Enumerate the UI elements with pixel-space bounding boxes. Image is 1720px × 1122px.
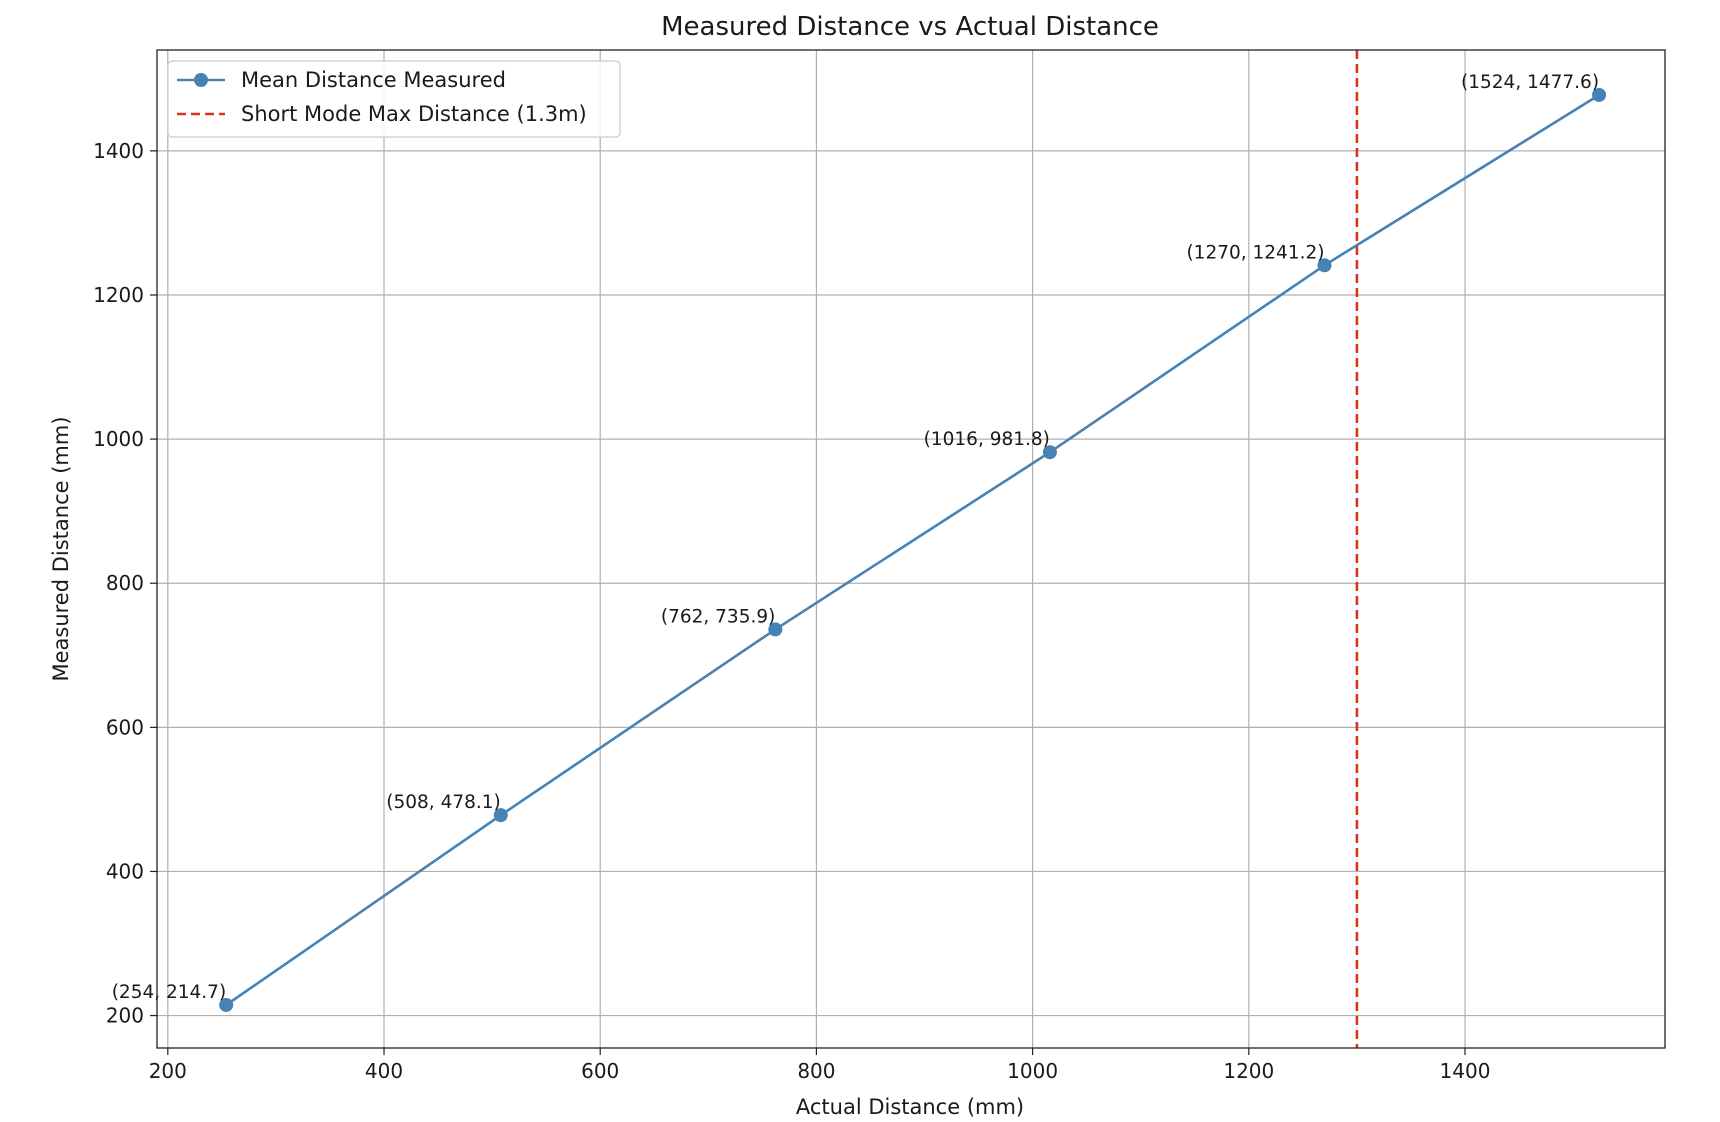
- y-tick-label: 1200: [93, 283, 144, 307]
- y-tick-label: 400: [106, 859, 144, 883]
- series-line: [225, 93, 1600, 1007]
- legend-reference-label: Short Mode Max Distance (1.3m): [241, 102, 587, 126]
- x-tick-label: 200: [149, 1059, 187, 1083]
- x-tick-label: 1200: [1223, 1059, 1274, 1083]
- y-tick-label: 800: [106, 571, 144, 595]
- x-tick-label: 400: [365, 1059, 403, 1083]
- series-layer: (254, 214.7) (508, 478.1) (762, 735.9) (101…: [112, 72, 1607, 1012]
- legend-series-marker: [194, 73, 208, 87]
- data-point: [1042, 445, 1057, 460]
- data-point: [1317, 258, 1332, 273]
- data-point: [1592, 87, 1607, 102]
- ticks: 200 400 600 800 1000 1200 1400 200 400 600 800 1000…: [93, 139, 1490, 1083]
- x-tick-label: 1400: [1440, 1059, 1491, 1083]
- data-point-label: (1270, 1241.2): [1186, 242, 1324, 263]
- legend-box: [167, 60, 621, 138]
- data-point-label: (762, 735.9): [661, 606, 775, 627]
- grid: [157, 50, 1665, 1048]
- y-tick-label: 1000: [93, 427, 144, 451]
- legend: Mean Distance Measured Short Mode Max Di…: [167, 60, 621, 138]
- y-tick-label: 200: [106, 1004, 144, 1028]
- x-tick-label: 1000: [1007, 1059, 1058, 1083]
- y-axis-label: Measured Distance (mm): [49, 416, 73, 681]
- plot-frame: [156, 49, 1666, 1049]
- x-axis-label: Actual Distance (mm): [796, 1095, 1024, 1119]
- data-point-label: (1524, 1477.6): [1461, 72, 1599, 93]
- y-tick-label: 600: [106, 715, 144, 739]
- data-point-label: (508, 478.1): [386, 792, 500, 813]
- chart-title: Measured Distance vs Actual Distance: [661, 12, 1159, 42]
- data-point: [219, 997, 234, 1012]
- x-tick-label: 600: [581, 1059, 619, 1083]
- data-point: [493, 808, 508, 823]
- data-point-label: (254, 214.7): [112, 982, 226, 1003]
- x-tick-label: 800: [797, 1059, 835, 1083]
- legend-series-label: Mean Distance Measured: [241, 68, 506, 92]
- y-tick-label: 1400: [93, 139, 144, 163]
- data-point-label: (1016, 981.8): [924, 429, 1050, 450]
- data-point: [768, 622, 783, 637]
